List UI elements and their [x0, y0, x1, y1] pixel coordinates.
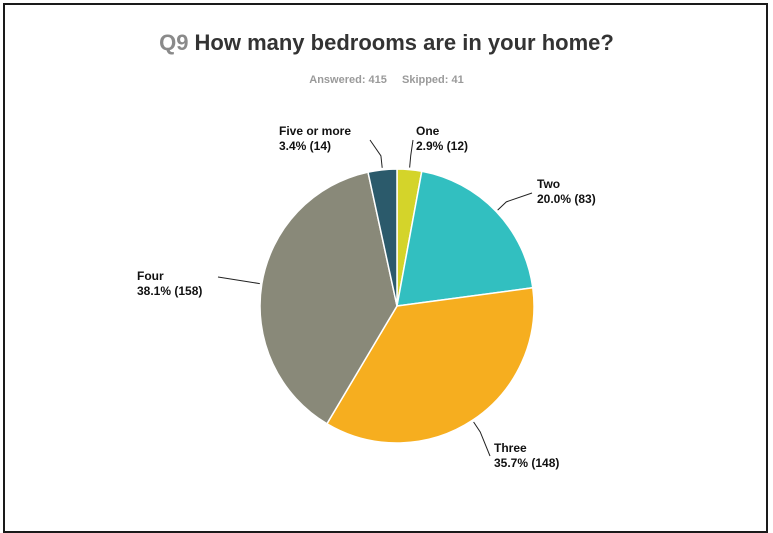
- question-number: Q9: [159, 30, 189, 55]
- leader-line-two: [497, 192, 533, 211]
- slice-value-one: 2.9% (12): [416, 139, 468, 153]
- response-stats: Answered: 415 Skipped: 41: [0, 74, 773, 86]
- pie-slice-five-or-more: [367, 168, 398, 307]
- slice-label-five-or-more: Five or more: [279, 124, 351, 138]
- chart-title: Q9 How many bedrooms are in your home?: [0, 30, 773, 56]
- slice-label-two: Two: [537, 177, 560, 191]
- slice-label-four: Four: [137, 269, 164, 283]
- leader-line-three: [473, 421, 491, 457]
- leader-line-five-or-more: [369, 139, 383, 168]
- pie-slice-two: [396, 170, 534, 307]
- pie-slice-four: [259, 171, 398, 425]
- pie-slice-three: [325, 286, 535, 444]
- slice-value-four: 38.1% (158): [137, 284, 202, 298]
- skipped-count: Skipped: 41: [401, 74, 464, 86]
- slice-value-two: 20.0% (83): [537, 192, 596, 206]
- slice-value-three: 35.7% (148): [494, 456, 559, 470]
- slice-label-three: Three: [494, 441, 527, 455]
- slice-label-one: One: [416, 124, 440, 138]
- slice-value-five-or-more: 3.4% (14): [279, 139, 331, 153]
- answered-count: Answered: 415: [309, 74, 387, 86]
- question-text: How many bedrooms are in your home?: [194, 30, 614, 55]
- leader-line-one: [409, 139, 414, 168]
- leader-line-four: [217, 276, 260, 285]
